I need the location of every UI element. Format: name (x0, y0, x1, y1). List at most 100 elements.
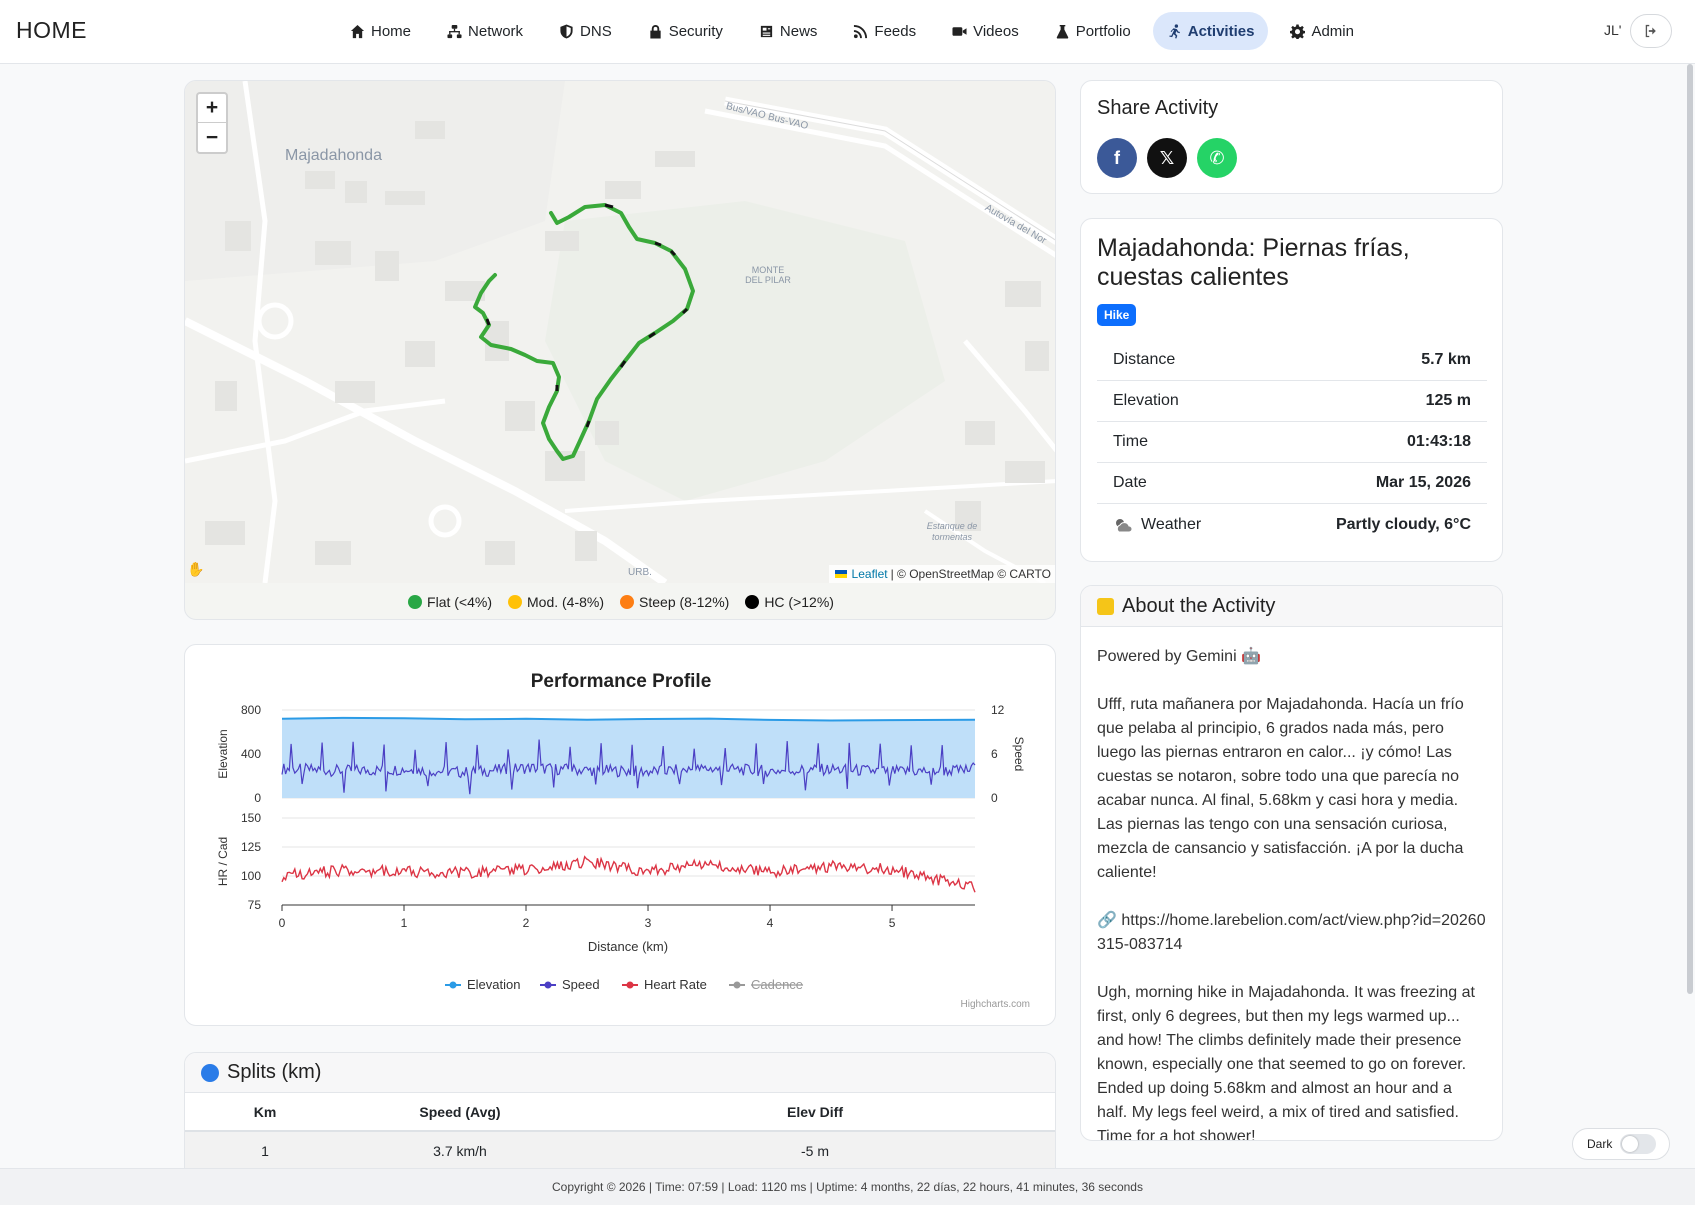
nav-item-network[interactable]: Network (433, 12, 537, 50)
route-line (473, 203, 695, 461)
whatsapp-icon: ✆ (1209, 147, 1225, 168)
nav-label: Admin (1311, 22, 1354, 40)
stat-value: 01:43:18 (1406, 433, 1471, 450)
y2-axis-label: Speed (1012, 737, 1026, 772)
y-axis-label: HR / Cad (216, 837, 230, 886)
nav-label: Home (371, 22, 412, 40)
nav-item-videos[interactable]: Videos (938, 12, 1033, 50)
brand-logo[interactable]: HOME (16, 17, 87, 43)
y-tick-label: 75 (248, 898, 262, 912)
facebook-share-button[interactable]: f (1097, 138, 1137, 178)
place-label-majadahonda: Majadahonda (285, 147, 382, 164)
lock-icon (650, 24, 661, 39)
nav-item-portfolio[interactable]: Portfolio (1041, 12, 1145, 50)
flat-dot-icon (408, 595, 423, 609)
chart-credits: Highcharts.com (961, 999, 1030, 1010)
stopwatch-icon (201, 1063, 219, 1082)
nav-label: Portfolio (1075, 22, 1131, 40)
whatsapp-share-button[interactable]: ✆ (1197, 138, 1237, 178)
nav-item-home[interactable]: Home (336, 12, 425, 50)
share-card: Share Activity f 𝕏 ✆ (1080, 80, 1503, 194)
legend-item-label[interactable]: Heart Rate (644, 977, 707, 992)
chart-title: Performance Profile (531, 671, 712, 692)
x-share-button[interactable]: 𝕏 (1147, 138, 1187, 178)
splits-title: Splits (km) (227, 1061, 322, 1083)
rss-icon (854, 24, 868, 38)
zoom-in-button[interactable]: + (198, 94, 226, 123)
place-label-estanque: Estanque de tormentas (926, 521, 978, 542)
splits-table: Km Speed (Avg) Elev Diff 1 3.7 km/h -5 m (185, 1093, 1055, 1169)
x-tick-label: 4 (767, 916, 774, 930)
newspaper-icon (760, 25, 773, 37)
description-spanish: Ufff, ruta mañanera por Majadahonda. Hac… (1097, 696, 1464, 881)
share-buttons: f 𝕏 ✆ (1097, 138, 1237, 178)
about-body: Powered by Gemini 🤖 Ufff, ruta mañanera … (1081, 627, 1502, 1141)
place-label-urb: URB. (628, 567, 652, 578)
grade-legend: Flat (<4%) Mod. (4-8%) Steep (8-12%) HC … (185, 583, 1055, 619)
column-header: Km (185, 1093, 345, 1132)
description-english: Ugh, morning hike in Majadahonda. It was… (1097, 984, 1475, 1141)
x-tick-label: 1 (401, 916, 408, 930)
legend-item-label[interactable]: Speed (562, 977, 600, 992)
splits-card: Splits (km) Km Speed (Avg) Elev Diff 1 3… (184, 1052, 1056, 1172)
legend-item-label[interactable]: Elevation (467, 977, 520, 992)
hand-cursor-icon: ✋ (187, 561, 205, 577)
grade-label: Steep (8-12%) (639, 594, 730, 610)
legend-item-marker (544, 981, 552, 989)
y2-tick-label: 12 (991, 703, 1005, 717)
leaflet-link[interactable]: Leaflet (851, 567, 888, 581)
nav-label: Security (668, 22, 723, 40)
nav-item-news[interactable]: News (745, 12, 832, 50)
powered-by-text: Powered by Gemini 🤖 (1097, 648, 1261, 665)
nav-item-dns[interactable]: DNS (545, 12, 626, 50)
stat-value: 5.7 km (1421, 351, 1471, 368)
home-icon (350, 24, 365, 38)
network-icon (447, 24, 462, 38)
page-scrollbar[interactable] (1687, 64, 1693, 994)
table-row: 1 3.7 km/h -5 m (185, 1131, 1055, 1169)
activity-link[interactable]: 🔗 https://home.larebelion.com/act/view.p… (1097, 912, 1486, 953)
main-nav: Home Network DNS Security News Feeds Vid… (336, 12, 1368, 50)
splits-header: Splits (km) (185, 1053, 1055, 1093)
partly-cloudy-icon (1116, 518, 1133, 532)
stat-label: Time (1113, 433, 1148, 450)
x-tick-label: 3 (645, 916, 652, 930)
user-initials[interactable]: JL' (1604, 22, 1622, 38)
nav-label: Network (468, 22, 524, 40)
route-steep-segments (485, 203, 689, 428)
about-title: About the Activity (1122, 594, 1276, 617)
activity-type-badge: Hike (1097, 304, 1137, 326)
nav-item-security[interactable]: Security (634, 12, 737, 50)
y-tick-label: 0 (254, 791, 261, 805)
legend-item-marker (733, 981, 741, 989)
dark-mode-toggle[interactable]: Dark (1572, 1128, 1670, 1160)
activity-title: Majadahonda: Piernas frías, cuestas cali… (1097, 234, 1410, 291)
stat-row-distance: Distance 5.7 km (1097, 340, 1487, 381)
grade-legend-item: Flat (<4%) (408, 594, 492, 610)
nav-item-activities[interactable]: Activities (1152, 12, 1269, 50)
legend-item-label[interactable]: Cadence (751, 977, 803, 992)
zoom-out-button[interactable]: − (205, 125, 219, 149)
nav-item-feeds[interactable]: Feeds (839, 12, 930, 50)
toggle-switch[interactable] (1620, 1134, 1657, 1154)
nav-item-admin[interactable]: Admin (1276, 12, 1368, 50)
flask-icon (1056, 24, 1068, 39)
stat-row-time: Time 01:43:18 (1097, 422, 1487, 463)
steep-dot-icon (620, 595, 635, 609)
stat-row-weather: Weather Partly cloudy, 6°C (1097, 504, 1487, 545)
logout-button[interactable] (1630, 14, 1672, 48)
x-tick-label: 5 (889, 916, 896, 930)
activity-details-card: Majadahonda: Piernas frías, cuestas cali… (1080, 218, 1503, 562)
grade-legend-item: HC (>12%) (745, 594, 834, 610)
grade-label: Mod. (4-8%) (527, 594, 605, 610)
map-attribution: Leaflet | © OpenStreetMap © CARTO (828, 565, 1055, 583)
map-tiles (185, 81, 1055, 583)
y-axis-label: Elevation (216, 729, 230, 778)
stat-label-group: Weather (1113, 516, 1201, 534)
x-tick-label: 2 (523, 916, 530, 930)
route-map[interactable]: Majadahonda Bus/VAO Bus-VAO Autovía del … (185, 81, 1055, 583)
share-title: Share Activity (1097, 97, 1219, 119)
heart-rate-line (281, 855, 976, 893)
attribution-text: | © OpenStreetMap © CARTO (890, 567, 1051, 581)
